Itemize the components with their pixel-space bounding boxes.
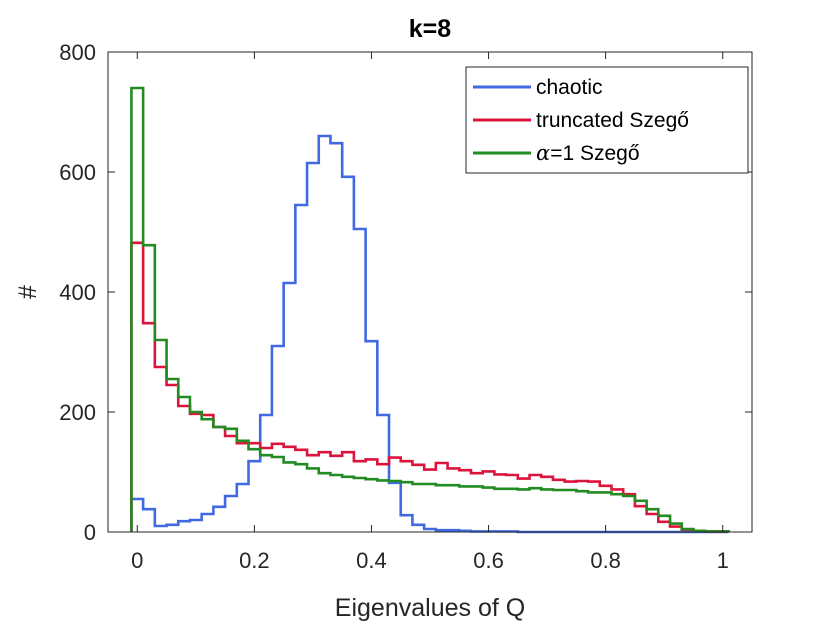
chart-title: k=8 bbox=[409, 15, 452, 43]
legend-label-alpha1-szego: α=1 Szegő bbox=[536, 141, 640, 165]
y-tick-label: 800 bbox=[59, 40, 96, 65]
ticks-layer: 0 0.2 0.4 0.6 0.8 1 0 200 400 600 800 bbox=[59, 40, 752, 573]
x-axis-label: Eigenvalues of Q bbox=[335, 594, 525, 622]
legend-label-chaotic: chaotic bbox=[536, 76, 603, 99]
y-tick-label: 0 bbox=[84, 520, 96, 545]
series-line-1-szeg bbox=[130, 86, 730, 533]
x-tick-label: 0 bbox=[131, 548, 143, 573]
x-tick-label: 0.6 bbox=[473, 548, 504, 573]
y-axis-label: # bbox=[14, 285, 42, 299]
y-tick-label: 600 bbox=[59, 160, 96, 185]
x-tick-label: 0.4 bbox=[356, 548, 387, 573]
x-tick-label: 1 bbox=[717, 548, 729, 573]
legend-alpha-rest: =1 Szegő bbox=[550, 142, 639, 165]
series-line-truncated-szeg bbox=[130, 241, 730, 533]
legend-label-truncated-szego: truncated Szegő bbox=[536, 109, 689, 132]
legend: chaotic truncated Szegő α=1 Szegő bbox=[465, 66, 749, 174]
y-tick-label: 400 bbox=[59, 280, 96, 305]
y-tick-label: 200 bbox=[59, 400, 96, 425]
x-tick-label: 0.2 bbox=[239, 548, 270, 573]
x-tick-label: 0.8 bbox=[590, 548, 621, 573]
legend-alpha-symbol: α bbox=[536, 141, 550, 165]
